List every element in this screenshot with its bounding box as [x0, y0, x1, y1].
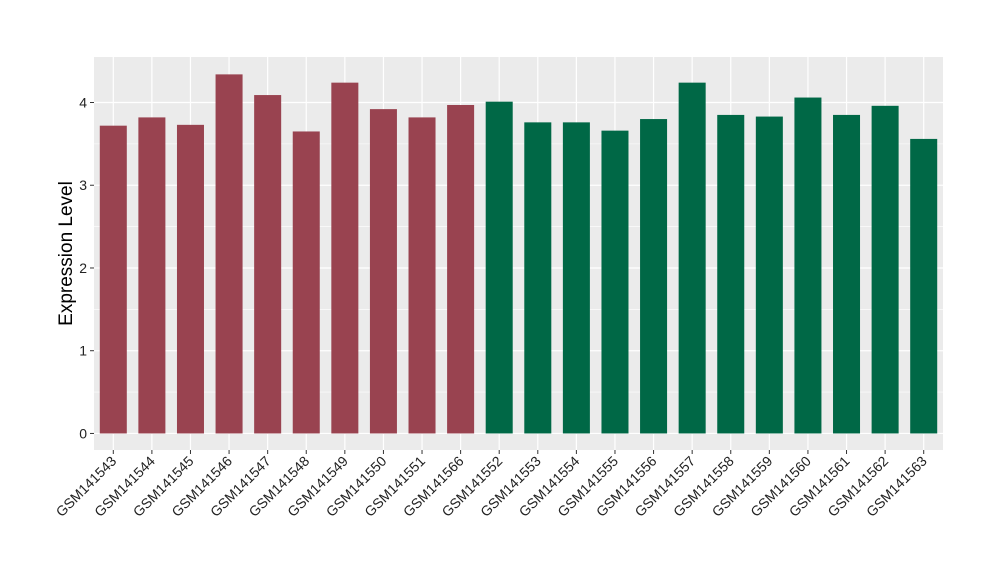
bar	[678, 82, 706, 434]
bar	[408, 117, 436, 434]
x-axis: GSM141543GSM141544GSM141545GSM141546GSM1…	[53, 450, 930, 520]
bar	[910, 138, 938, 434]
y-tick-label: 2	[79, 260, 87, 276]
bar	[794, 97, 822, 434]
bar	[331, 82, 359, 434]
bar	[562, 122, 590, 434]
bar	[601, 130, 629, 434]
bar	[871, 105, 899, 434]
y-tick-label: 0	[79, 425, 87, 441]
y-axis-title: Expression Level	[56, 181, 77, 326]
y-axis: 0 1 2 3 4	[79, 95, 94, 441]
bar	[138, 117, 166, 434]
bar	[215, 74, 243, 434]
bar	[254, 95, 282, 434]
bar	[176, 124, 204, 434]
bar	[524, 122, 552, 434]
bar	[755, 116, 783, 434]
y-tick-label: 1	[79, 343, 87, 359]
bar	[717, 114, 745, 434]
bars	[99, 74, 938, 434]
bar	[369, 109, 397, 434]
y-tick-label: 4	[79, 95, 87, 111]
bar	[447, 104, 475, 434]
bar	[640, 119, 668, 434]
y-tick-label: 3	[79, 177, 87, 193]
bar	[833, 114, 861, 434]
bar	[485, 101, 513, 434]
bar	[292, 131, 320, 434]
bar	[99, 125, 127, 434]
